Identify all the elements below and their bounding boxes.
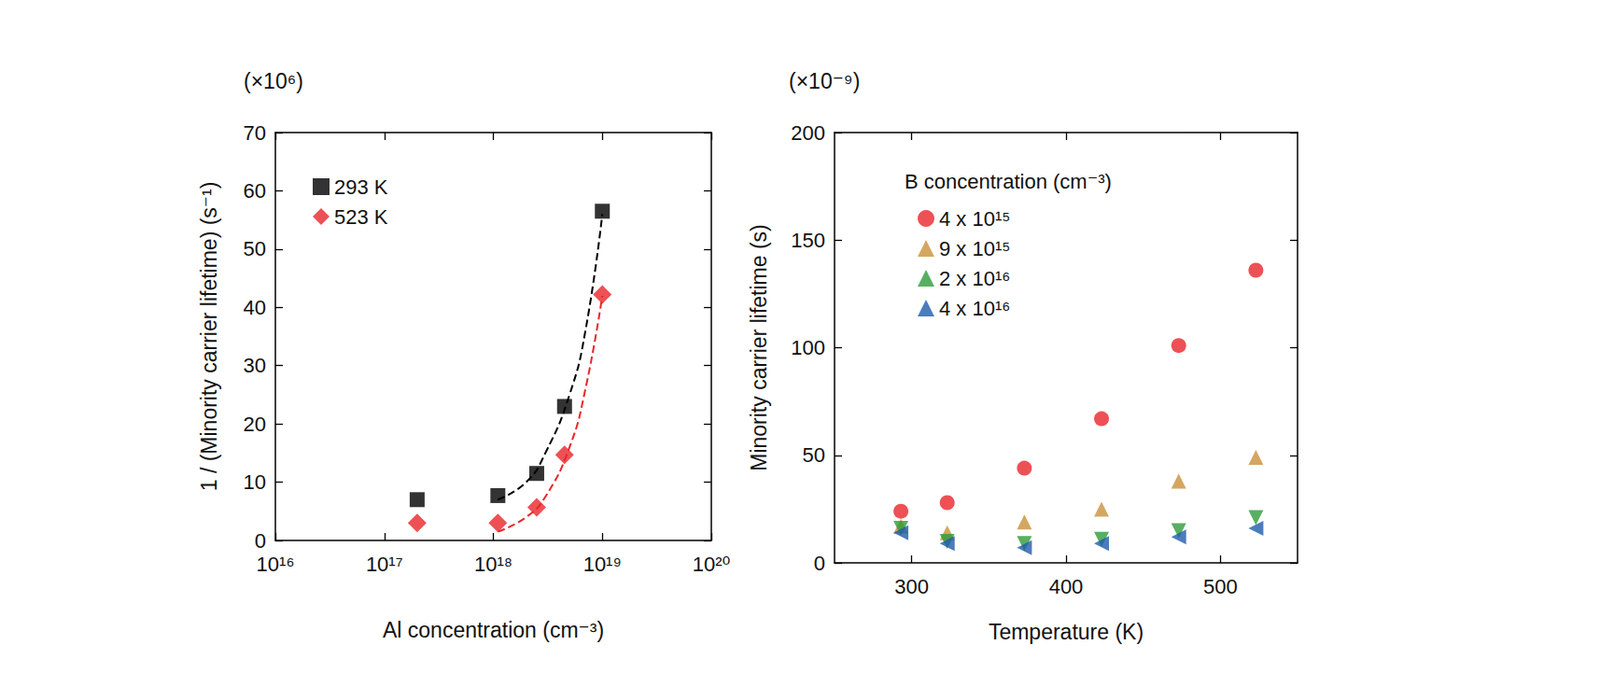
svg-text:40: 40 [243,295,267,320]
svg-text:400: 400 [1049,575,1084,599]
svg-text:10¹⁹: 10¹⁹ [583,552,622,576]
svg-text:B concentration (cm⁻³): B concentration (cm⁻³) [904,169,1112,194]
svg-text:9 x 10¹⁵: 9 x 10¹⁵ [939,237,1011,261]
svg-text:50: 50 [802,443,826,467]
svg-text:0: 0 [254,529,267,553]
svg-text:293 K: 293 K [334,175,389,199]
svg-text:150: 150 [790,228,826,253]
svg-text:500: 500 [1203,575,1238,599]
svg-text:0: 0 [814,551,826,576]
svg-text:2 x 10¹⁶: 2 x 10¹⁶ [939,266,1011,291]
svg-text:10¹⁷: 10¹⁷ [365,552,404,576]
svg-text:10¹⁸: 10¹⁸ [474,552,513,576]
svg-text:(×10⁶): (×10⁶) [243,69,304,94]
svg-text:200: 200 [790,121,826,145]
svg-text:50: 50 [243,237,267,261]
svg-text:20: 20 [243,412,267,436]
svg-text:Al concentration (cm⁻³): Al concentration (cm⁻³) [382,617,604,643]
svg-text:100: 100 [790,336,826,360]
svg-text:Temperature (K): Temperature (K) [988,619,1144,645]
svg-text:10: 10 [243,470,267,494]
svg-text:70: 70 [243,121,267,145]
svg-text:300: 300 [894,575,929,599]
svg-text:30: 30 [243,353,267,378]
svg-text:(×10⁻⁹): (×10⁻⁹) [788,69,860,94]
svg-text:4 x 10¹⁵: 4 x 10¹⁵ [939,207,1011,231]
svg-text:523 K: 523 K [334,205,389,229]
svg-text:60: 60 [243,179,267,203]
svg-text:10²⁰: 10²⁰ [692,552,731,576]
svg-text:1 / (Minority carrier lifetime: 1 / (Minority carrier lifetime) (s⁻¹) [196,182,222,492]
svg-text:10¹⁶: 10¹⁶ [256,552,295,576]
svg-text:4 x 10¹⁶: 4 x 10¹⁶ [939,296,1011,321]
svg-text:Minority carrier lifetime (s): Minority carrier lifetime (s) [746,224,772,472]
